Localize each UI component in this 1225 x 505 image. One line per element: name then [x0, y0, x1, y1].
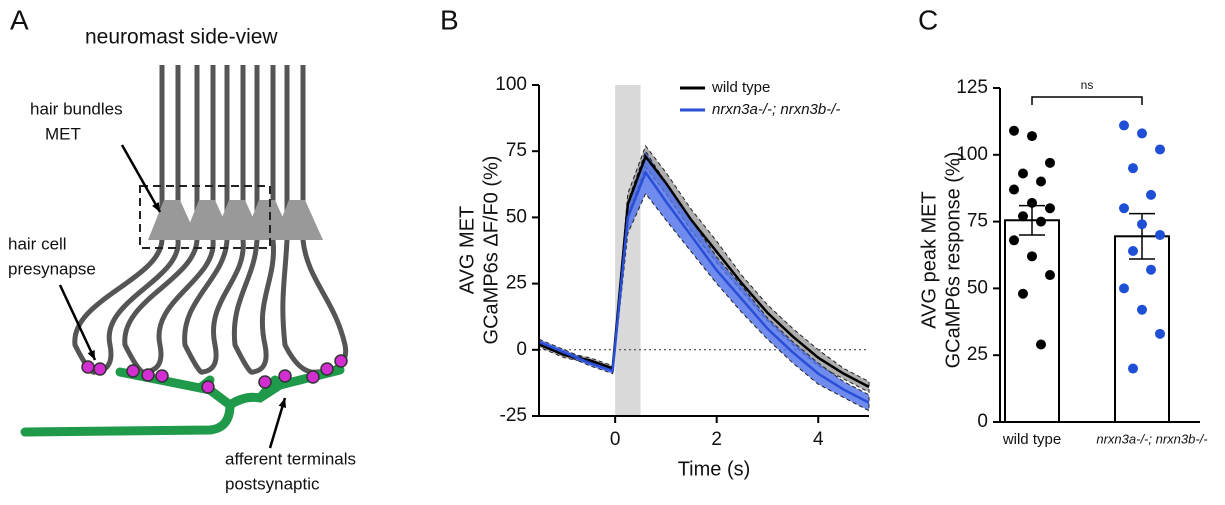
data-point [1045, 157, 1055, 168]
panel-letter: C [918, 4, 938, 35]
arrow-head [152, 202, 160, 212]
data-point [1018, 168, 1028, 179]
y-tick-label: 50 [506, 206, 527, 227]
data-point [1119, 203, 1129, 214]
y-tick-label: 25 [506, 273, 527, 294]
arrow-head [278, 398, 287, 408]
hair-cell [231, 65, 276, 375]
y-axis-label: GCaMP6s response (%) [942, 152, 964, 369]
y-tick-label: 25 [967, 344, 988, 365]
data-point [1045, 203, 1055, 214]
arrow [58, 284, 97, 361]
arrow [120, 144, 162, 213]
data-point [1119, 120, 1129, 131]
data-point [1018, 211, 1028, 222]
data-point [1119, 283, 1129, 294]
synapse [320, 362, 334, 376]
y-tick-label: 0 [977, 411, 988, 432]
error-band [538, 144, 870, 393]
data-point [1018, 288, 1028, 299]
data-point [1137, 219, 1147, 230]
diagram-label: postsynaptic [225, 474, 320, 493]
data-point [1137, 128, 1147, 139]
hair-bundle [273, 200, 323, 240]
x-axis-label: Time (s) [678, 458, 751, 480]
diagram-label: hair bundles [30, 99, 123, 118]
y-tick-label: 100 [495, 74, 527, 95]
legend-label: nrxn3a-/-; nrxn3b-/- [712, 101, 840, 118]
synapse [81, 360, 95, 374]
hair-cell [182, 65, 246, 375]
y-tick-label: 100 [956, 144, 988, 165]
met-box [139, 185, 271, 249]
line [538, 153, 870, 388]
panel-letter: A [10, 4, 29, 35]
arrow-head [87, 350, 95, 360]
y-axis-label: AVG peak MET [918, 191, 940, 328]
bar [1004, 219, 1060, 423]
y-tick-label: 125 [956, 77, 988, 98]
data-point [1045, 270, 1055, 281]
y-tick-label: -25 [500, 405, 527, 426]
data-point [1027, 197, 1037, 208]
x-tick-label: 2 [711, 429, 722, 450]
legend-label: wild type [711, 79, 770, 96]
y-axis-label: GCaMP6s ΔF/F0 (%) [480, 156, 502, 345]
panel-letter: B [440, 4, 459, 35]
diagram-label: hair cell [8, 234, 67, 253]
x-tick-label: wild type [1002, 431, 1061, 448]
x-tick-label: 4 [813, 429, 824, 450]
data-point [1155, 229, 1165, 240]
synapse [258, 375, 272, 389]
error-band [538, 150, 870, 412]
synapse [141, 368, 155, 382]
synapse [93, 362, 107, 376]
data-point [1036, 339, 1046, 350]
synapse [306, 370, 320, 384]
synapse [126, 364, 140, 378]
data-point [1128, 363, 1138, 374]
synapse [334, 354, 348, 368]
synapse [278, 369, 292, 383]
neuromast-diagram [20, 65, 349, 449]
data-point [1027, 251, 1037, 262]
y-tick-label: 0 [516, 339, 527, 360]
hair-bundle [148, 200, 198, 240]
synapse [155, 369, 169, 383]
line [538, 169, 870, 404]
y-tick-label: 50 [967, 277, 988, 298]
data-point [1155, 144, 1165, 155]
data-point [1146, 264, 1156, 275]
diagram-label: MET [45, 124, 81, 143]
y-tick-label: 75 [967, 211, 988, 232]
x-tick-label: nrxn3a-/-; nrxn3b-/- [1096, 431, 1208, 446]
data-point [1036, 216, 1046, 227]
data-point [1146, 189, 1156, 200]
y-axis-label: AVG MET [456, 206, 478, 295]
data-point [1128, 163, 1138, 174]
diagram-label: afferent terminals [225, 449, 356, 468]
data-point [1009, 184, 1019, 195]
diagram-title: neuromast side-view [85, 26, 278, 49]
data-point [1009, 235, 1019, 246]
synapse [201, 380, 215, 394]
data-point [1128, 245, 1138, 256]
data-point [1036, 176, 1046, 187]
x-tick-label: 0 [610, 429, 621, 450]
afferent [20, 365, 345, 437]
annotation: ns [1081, 78, 1094, 92]
data-point [1137, 304, 1147, 315]
data-point [1009, 125, 1019, 136]
significance-bracket [1031, 96, 1143, 105]
data-point [1155, 328, 1165, 339]
data-point [1027, 131, 1037, 142]
stimulus [615, 85, 641, 416]
diagram-label: presynapse [8, 259, 96, 278]
y-tick-label: 75 [506, 140, 527, 161]
